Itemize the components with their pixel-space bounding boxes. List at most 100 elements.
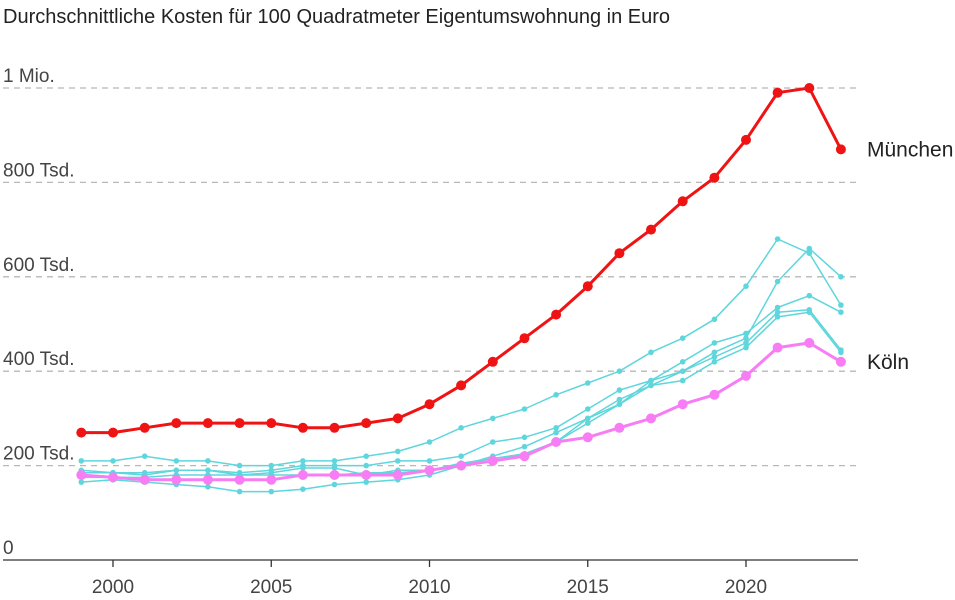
data-point (234, 474, 245, 485)
series-labels: München Köln (867, 138, 953, 373)
data-point (329, 422, 340, 433)
other-city-series (78, 307, 844, 478)
data-point (741, 134, 751, 145)
data-point (363, 453, 370, 460)
data-point (806, 245, 813, 252)
data-point (585, 406, 591, 412)
data-point (711, 359, 718, 365)
data-point (171, 418, 182, 429)
y-tick-label: 600 Tsd. (3, 255, 74, 276)
data-point (205, 467, 211, 474)
data-point (234, 418, 245, 429)
data-point (487, 455, 498, 466)
data-point (110, 458, 116, 464)
data-point (711, 349, 718, 356)
series-end-label: München (867, 138, 953, 161)
data-point (76, 427, 87, 438)
data-point (139, 474, 150, 485)
data-point (679, 359, 686, 365)
y-tick-label: 400 Tsd. (3, 349, 74, 370)
data-point (521, 406, 528, 412)
data-point (711, 316, 718, 323)
data-point (171, 474, 182, 485)
data-point (679, 377, 686, 384)
data-point (173, 467, 180, 474)
y-tick-label: 800 Tsd. (3, 160, 74, 181)
data-point (772, 87, 783, 98)
data-point (424, 465, 435, 476)
data-point (616, 368, 623, 375)
data-point (585, 420, 591, 426)
data-point (711, 340, 718, 346)
data-point (804, 83, 815, 93)
data-point (424, 399, 435, 410)
data-point (490, 415, 496, 422)
data-point (331, 462, 338, 469)
data-point (266, 418, 277, 429)
data-point (774, 309, 781, 316)
data-point (585, 415, 591, 422)
data-point (139, 422, 150, 433)
data-point (835, 144, 846, 155)
data-point (268, 462, 275, 469)
data-point (553, 429, 559, 436)
data-point (616, 401, 623, 408)
data-point (835, 356, 846, 367)
data-point (331, 481, 338, 488)
data-point (202, 418, 213, 429)
data-point (774, 278, 781, 285)
data-point (806, 250, 813, 256)
data-point (711, 354, 718, 360)
data-point (361, 470, 372, 480)
data-point (108, 472, 118, 483)
data-point (205, 458, 211, 464)
data-point (490, 439, 496, 445)
data-point (519, 333, 530, 344)
data-point (772, 342, 783, 353)
other-city-series (78, 236, 844, 469)
data-point (743, 340, 749, 346)
data-point (78, 479, 85, 485)
data-point (648, 377, 654, 384)
data-point (236, 488, 243, 495)
data-point (236, 469, 243, 476)
data-point (392, 413, 403, 424)
data-point (141, 453, 148, 460)
data-point (646, 413, 656, 424)
data-point (76, 470, 87, 480)
highlight-series (76, 83, 846, 438)
data-point (519, 451, 530, 462)
data-point (297, 470, 308, 480)
data-point (395, 448, 401, 455)
data-point (458, 425, 464, 431)
data-point (553, 425, 559, 431)
data-point (614, 422, 625, 433)
data-point (774, 236, 781, 242)
series-line (80, 238, 842, 467)
data-point (268, 488, 275, 495)
data-point (205, 484, 211, 490)
data-point (648, 349, 654, 356)
y-axis-ticks: 0 200 Tsd. 400 Tsd. 600 Tsd. 800 Tsd. 1 Mio. (3, 66, 74, 559)
data-point (582, 281, 593, 292)
data-point (551, 309, 562, 320)
data-point (709, 389, 720, 400)
data-point (363, 479, 370, 485)
data-point (709, 172, 720, 183)
data-point (616, 387, 623, 393)
data-point (774, 304, 781, 311)
x-axis: 2000 2005 2010 2015 2020 (3, 559, 858, 598)
x-tick-label: 2010 (408, 577, 450, 598)
data-point (582, 432, 593, 443)
y-tick-label: 1 Mio. (3, 66, 55, 87)
y-tick-label: 200 Tsd. (3, 444, 74, 465)
data-point (838, 274, 844, 280)
series-line (80, 311, 842, 479)
data-point (426, 458, 433, 464)
data-point (743, 283, 749, 290)
series-line (80, 309, 842, 476)
data-point (300, 462, 306, 469)
data-point (648, 382, 654, 389)
data-point (679, 335, 686, 342)
